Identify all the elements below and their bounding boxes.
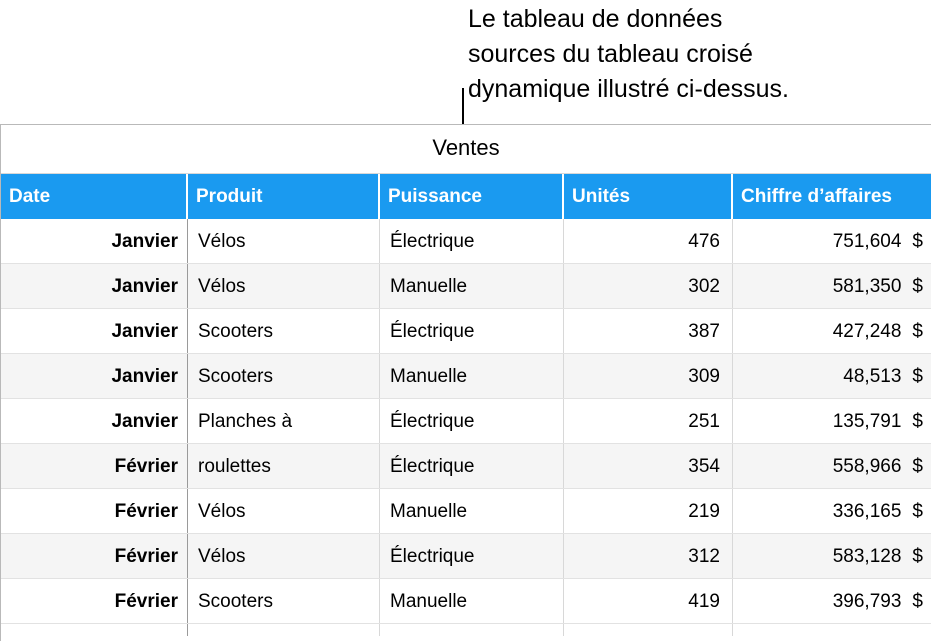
cell-puissance[interactable]: Manuelle — [380, 264, 564, 308]
cell-amount-value: 581,350 — [832, 276, 902, 297]
cell-unites[interactable]: 476 — [564, 219, 733, 263]
currency-symbol: $ — [912, 591, 923, 612]
table-row: Janvier Planches à Électrique 251 135,791 $ — [1, 399, 931, 444]
currency-symbol: $ — [912, 546, 923, 567]
cell-produit[interactable]: Planches à — [188, 399, 380, 443]
header-cell-chiffre-affaires[interactable]: Chiffre d’affaires — [741, 186, 892, 207]
header-cell-puissance[interactable]: Puissance — [380, 174, 564, 219]
cell-unites[interactable]: 387 — [564, 309, 733, 353]
cell-date[interactable]: Janvier — [1, 264, 188, 308]
cell-unites[interactable]: 309 — [564, 354, 733, 398]
cell-unites[interactable]: 354 — [564, 444, 733, 488]
sales-table: Ventes Date Produit Puissance Unités Chi… — [0, 124, 931, 641]
cell-chiffre-affaires[interactable]: 135,791 $ — [733, 399, 931, 443]
cell-empty[interactable] — [733, 624, 931, 636]
cell-puissance[interactable]: Électrique — [380, 219, 564, 263]
cell-produit[interactable]: Vélos — [188, 264, 380, 308]
cell-date[interactable]: Février — [1, 534, 188, 578]
header-cell-unites[interactable]: Unités — [564, 174, 733, 219]
callout-leader-line — [462, 88, 464, 124]
cell-date[interactable]: Février — [1, 444, 188, 488]
cell-produit[interactable]: Scooters — [188, 579, 380, 623]
table-row: Janvier Vélos Électrique 476 751,604 $ — [1, 219, 931, 264]
cell-amount-value: 48,513 — [843, 366, 902, 387]
cell-produit[interactable]: Vélos — [188, 534, 380, 578]
callout-caption: Le tableau de données sources du tableau… — [468, 5, 789, 103]
cell-puissance[interactable]: Manuelle — [380, 579, 564, 623]
cell-amount-value: 427,248 — [832, 321, 902, 342]
table-row: Février Scooters Manuelle 419 396,793 $ — [1, 579, 931, 624]
cell-puissance[interactable]: Électrique — [380, 444, 564, 488]
cell-unites[interactable]: 312 — [564, 534, 733, 578]
cell-empty[interactable] — [380, 624, 564, 636]
cell-puissance[interactable]: Manuelle — [380, 354, 564, 398]
header-cell-produit[interactable]: Produit — [188, 174, 380, 219]
cell-produit[interactable]: roulettes — [188, 444, 380, 488]
header-cell-date[interactable]: Date — [1, 174, 188, 219]
cell-date[interactable]: Janvier — [1, 309, 188, 353]
cell-date[interactable]: Février — [1, 489, 188, 533]
cell-produit[interactable]: Scooters — [188, 309, 380, 353]
table-body: Janvier Vélos Électrique 476 751,604 $ Janvier… — [1, 219, 931, 636]
cell-empty[interactable] — [1, 624, 188, 636]
cell-unites[interactable]: 419 — [564, 579, 733, 623]
table-row: Février Vélos Électrique 312 583,128 $ — [1, 534, 931, 579]
currency-symbol: $ — [912, 366, 923, 387]
cell-unites[interactable]: 219 — [564, 489, 733, 533]
cell-chiffre-affaires[interactable]: 751,604 $ — [733, 219, 931, 263]
cell-unites[interactable]: 302 — [564, 264, 733, 308]
cell-amount-value: 396,793 — [832, 591, 902, 612]
cell-chiffre-affaires[interactable]: 48,513 $ — [733, 354, 931, 398]
table-row-partial — [1, 624, 931, 636]
currency-symbol: $ — [912, 321, 923, 342]
cell-amount-value: 583,128 — [832, 546, 902, 567]
cell-empty[interactable] — [564, 624, 733, 636]
currency-symbol: $ — [912, 231, 923, 252]
cell-chiffre-affaires[interactable]: 583,128 $ — [733, 534, 931, 578]
cell-produit[interactable]: Scooters — [188, 354, 380, 398]
cell-chiffre-affaires[interactable]: 581,350 $ — [733, 264, 931, 308]
cell-amount-value: 135,791 — [832, 411, 902, 432]
cell-unites[interactable]: 251 — [564, 399, 733, 443]
cell-chiffre-affaires[interactable]: 336,165 $ — [733, 489, 931, 533]
cell-amount-value: 336,165 — [832, 501, 902, 522]
table-row: Février roulettes Électrique 354 558,966 $ — [1, 444, 931, 489]
cell-amount-value: 558,966 — [832, 456, 902, 477]
cell-produit[interactable]: Vélos — [188, 489, 380, 533]
cell-amount-value: 751,604 — [832, 231, 902, 252]
cell-chiffre-affaires[interactable]: 558,966 $ — [733, 444, 931, 488]
table-row: Janvier Scooters Manuelle 309 48,513 $ — [1, 354, 931, 399]
table-row: Janvier Vélos Manuelle 302 581,350 $ — [1, 264, 931, 309]
table-title[interactable]: Ventes — [1, 125, 931, 174]
table-row: Février Vélos Manuelle 219 336,165 $ — [1, 489, 931, 534]
cell-puissance[interactable]: Électrique — [380, 534, 564, 578]
cell-produit[interactable]: Vélos — [188, 219, 380, 263]
cell-puissance[interactable]: Électrique — [380, 399, 564, 443]
currency-symbol: $ — [912, 411, 923, 432]
currency-symbol: $ — [912, 501, 923, 522]
cell-date[interactable]: Janvier — [1, 219, 188, 263]
cell-date[interactable]: Janvier — [1, 399, 188, 443]
currency-symbol: $ — [912, 456, 923, 477]
cell-puissance[interactable]: Électrique — [380, 309, 564, 353]
cell-empty[interactable] — [188, 624, 380, 636]
cell-chiffre-affaires[interactable]: 427,248 $ — [733, 309, 931, 353]
header-row: Date Produit Puissance Unités Chiffre d’… — [1, 174, 931, 219]
currency-symbol: $ — [912, 276, 923, 297]
cell-puissance[interactable]: Manuelle — [380, 489, 564, 533]
cell-date[interactable]: Février — [1, 579, 188, 623]
table-row: Janvier Scooters Électrique 387 427,248 $ — [1, 309, 931, 354]
cell-chiffre-affaires[interactable]: 396,793 $ — [733, 579, 931, 623]
cell-date[interactable]: Janvier — [1, 354, 188, 398]
